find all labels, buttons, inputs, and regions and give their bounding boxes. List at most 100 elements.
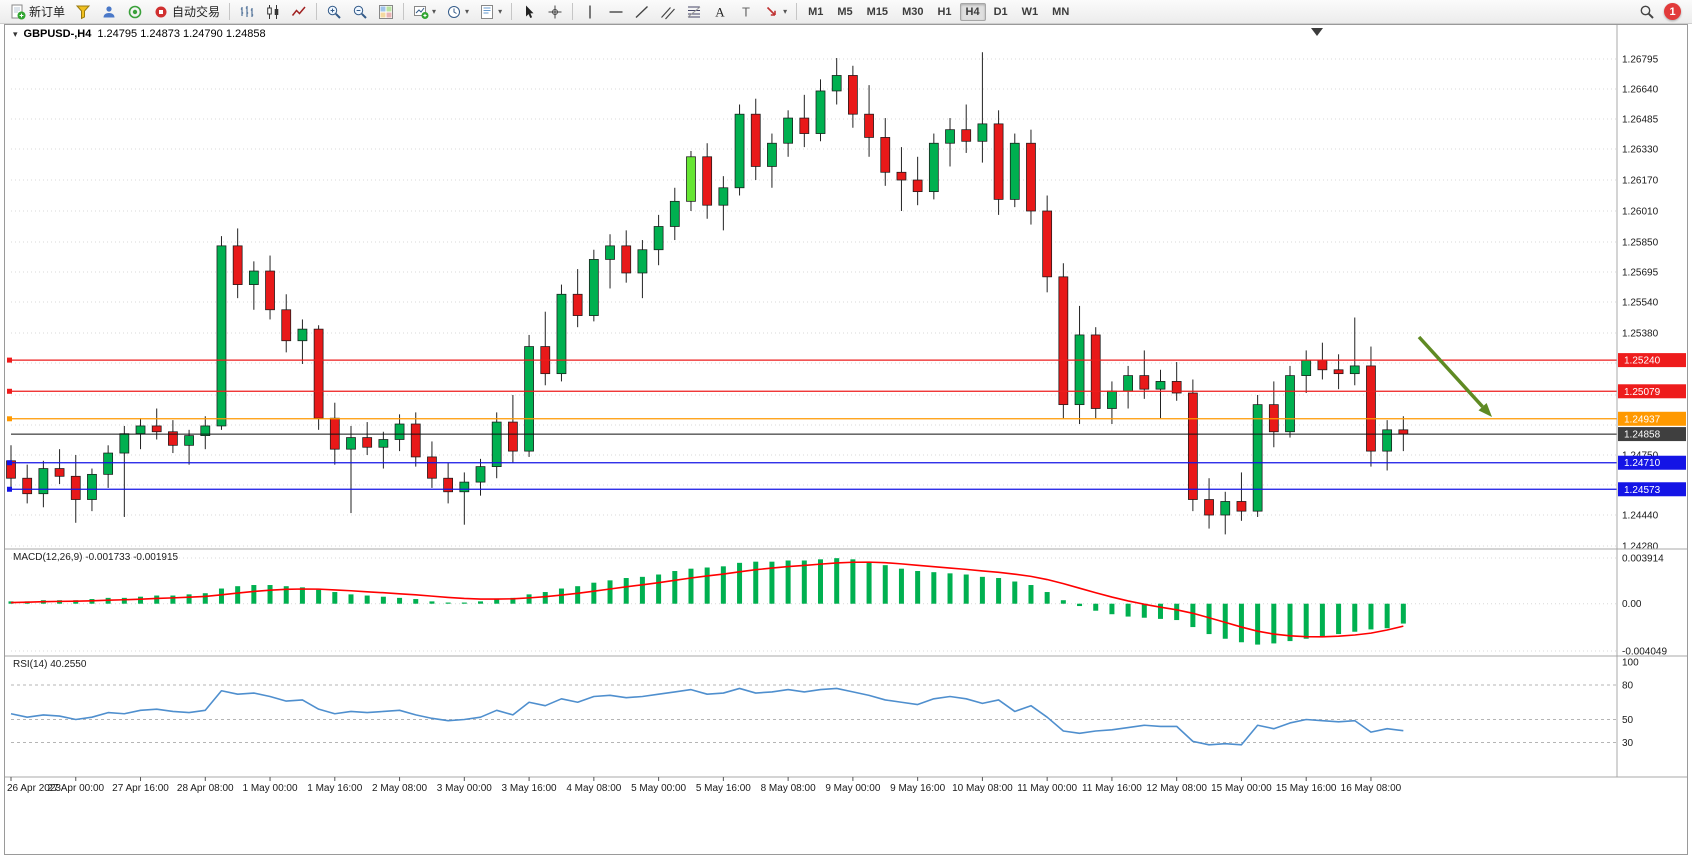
price-line-badge [1618, 384, 1686, 399]
chart-shift-marker[interactable] [1311, 28, 1323, 36]
community-button[interactable] [123, 1, 147, 22]
candle-body [1090, 334, 1101, 409]
price-axis-label: 1.26010 [1622, 207, 1659, 218]
search-button[interactable] [1635, 1, 1659, 22]
fibonacci-button[interactable] [682, 1, 706, 22]
time-axis-label: 26 Apr 2023 [7, 783, 61, 794]
candle-body [184, 435, 194, 446]
crosshair-button[interactable] [543, 1, 567, 22]
candle-body [297, 328, 308, 342]
horizontal-line-button[interactable] [604, 1, 628, 22]
macd-histogram-bar [1255, 603, 1261, 645]
vertical-line-button[interactable] [578, 1, 602, 22]
candle-body [961, 129, 972, 142]
bar-chart-mode-button[interactable] [235, 1, 259, 22]
periods-button[interactable]: ▾ [442, 1, 473, 22]
candle-body [87, 473, 97, 500]
macd-histogram-bar [461, 602, 467, 604]
hline-handle[interactable] [7, 357, 12, 363]
trendline-button[interactable] [630, 1, 654, 22]
macd-histogram-bar [1060, 600, 1066, 604]
macd-histogram-bar [121, 597, 127, 604]
macd-histogram-bar [882, 565, 888, 604]
timeframe-h4-button[interactable]: H4 [959, 2, 986, 21]
candle-body [1155, 381, 1166, 390]
macd-histogram-bar [607, 580, 613, 604]
candle-body [1009, 142, 1020, 200]
candle-body [750, 113, 761, 167]
hline-handle[interactable] [7, 416, 12, 422]
candle-body [1349, 365, 1360, 375]
timeframe-m5-button[interactable]: M5 [831, 3, 858, 21]
label-icon: T [742, 4, 750, 19]
price-axis-label: 1.24280 [1622, 542, 1659, 553]
time-axis-label: 28 Apr 08:00 [177, 783, 234, 794]
macd-histogram-bar [1352, 603, 1358, 632]
macd-histogram-bar [445, 602, 451, 604]
candle-body [1074, 334, 1085, 406]
candle-body [232, 245, 243, 285]
market-quotes-button[interactable] [71, 1, 95, 22]
tile-windows-button[interactable] [374, 1, 398, 22]
candle-body [702, 156, 713, 206]
new-order-button[interactable]: 新订单 [6, 1, 69, 22]
macd-histogram-bar [494, 599, 500, 604]
chart-window: ▾ GBPUSD-,H4 1.24795 1.24873 1.24790 1.2… [4, 24, 1688, 855]
templates-button[interactable]: ▾ [475, 1, 506, 22]
timeframe-w1-button[interactable]: W1 [1016, 3, 1045, 21]
candle-body [135, 425, 146, 435]
trend-arrow-annotation[interactable] [1417, 335, 1484, 408]
auto-trading-button[interactable]: 自动交易 [149, 1, 224, 22]
timeframe-m15-button[interactable]: M15 [861, 3, 894, 21]
line-chart-mode-button[interactable] [287, 1, 311, 22]
timeframe-mn-button[interactable]: MN [1046, 3, 1075, 21]
price-axis-label: 1.26795 [1622, 55, 1659, 66]
macd-histogram-bar [413, 599, 419, 604]
candlestick-mode-button[interactable] [261, 1, 285, 22]
bar-chart-icon [240, 5, 254, 17]
hline-icon [609, 10, 623, 13]
toolbar-separator [572, 3, 574, 20]
equidistant-channel-button[interactable] [656, 1, 680, 22]
candle-body [1171, 381, 1182, 394]
zoom-out-button[interactable] [348, 1, 372, 22]
candle-body [864, 113, 874, 138]
macd-histogram-bar [1157, 603, 1163, 619]
profile-button[interactable] [97, 1, 121, 22]
macd-histogram-bar [1271, 603, 1277, 644]
vline-icon [589, 5, 591, 18]
macd-histogram-bar [623, 578, 629, 604]
timeframe-h1-button[interactable]: H1 [931, 3, 957, 21]
text-label-button[interactable]: T [734, 1, 758, 22]
notification-badge[interactable]: 1 [1664, 3, 1681, 20]
candle-body [313, 328, 324, 419]
hline-handle[interactable] [7, 460, 12, 466]
trendline-icon [635, 5, 649, 18]
channel-icon [661, 6, 676, 19]
arrows-button[interactable]: ▾ [760, 1, 791, 22]
hline-handle[interactable] [7, 486, 12, 492]
trend-arrow-head[interactable] [1478, 402, 1492, 417]
time-axis-label: 11 May 16:00 [1082, 783, 1142, 794]
chevron-down-icon[interactable]: ▾ [13, 28, 18, 39]
timeframe-d1-button[interactable]: D1 [988, 3, 1014, 21]
timeframe-m1-button[interactable]: M1 [802, 3, 829, 21]
line-chart-icon [291, 6, 306, 16]
time-axis-label: 27 Apr 16:00 [112, 783, 169, 794]
chevron-down-icon: ▾ [465, 6, 470, 16]
new-chart-button[interactable]: ▾ [409, 1, 440, 22]
timeframe-m30-button[interactable]: M30 [896, 3, 929, 21]
toolbar-separator [511, 3, 513, 20]
candle-body [362, 437, 373, 448]
candle-body [475, 466, 486, 483]
cursor-button[interactable] [517, 1, 541, 22]
macd-histogram-bar [1336, 603, 1342, 635]
price-axis-label: 1.26170 [1622, 176, 1659, 187]
text-button[interactable]: A [708, 1, 732, 22]
macd-label: MACD(12,26,9) -0.001733 -0.001915 [13, 552, 179, 563]
zoom-in-button[interactable] [322, 1, 346, 22]
hline-handle[interactable] [7, 388, 12, 394]
macd-histogram-bar [1174, 603, 1180, 621]
chart-canvas[interactable]: 1.26795 1.26640 1.26485 1.26330 1.26170 1.260… [5, 25, 1687, 854]
